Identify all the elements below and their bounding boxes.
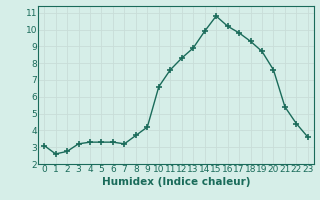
X-axis label: Humidex (Indice chaleur): Humidex (Indice chaleur) — [102, 177, 250, 187]
